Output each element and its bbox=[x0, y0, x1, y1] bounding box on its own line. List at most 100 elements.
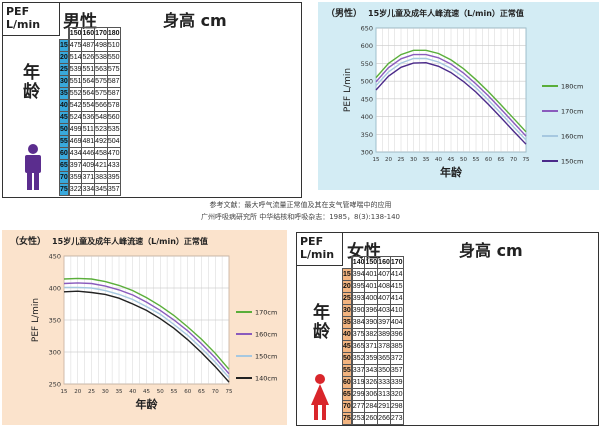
male-value-cell: 359 bbox=[68, 171, 83, 184]
series-line-170cm bbox=[375, 53, 527, 137]
female-corner-cell: PEF L/min bbox=[297, 233, 343, 266]
y-tick-label: 550 bbox=[361, 60, 373, 68]
male-value-cell: 481 bbox=[81, 135, 96, 148]
female-height-header-cell: 140 bbox=[351, 256, 366, 269]
male-value-cell: 551 bbox=[81, 63, 96, 76]
male-value-cell: 395 bbox=[106, 171, 121, 184]
male-table-row: 25 539 551 563 575 bbox=[59, 63, 121, 76]
male-value-cell: 575 bbox=[94, 75, 108, 88]
male-corner-bottom: L/min bbox=[6, 18, 41, 31]
female-age-cell: 40 bbox=[342, 328, 352, 341]
male-value-cell: 470 bbox=[106, 147, 121, 160]
female-value-cell: 299 bbox=[351, 388, 366, 401]
female-value-cell: 313 bbox=[377, 388, 391, 401]
x-tick-label: 30 bbox=[102, 389, 109, 395]
y-tick-label: 250 bbox=[49, 381, 61, 389]
x-tick-label: 20 bbox=[385, 157, 392, 163]
female-value-cell: 397 bbox=[377, 316, 391, 329]
female-value-cell: 378 bbox=[377, 340, 391, 353]
male-table-row: 40 542 554 566 578 bbox=[59, 99, 121, 112]
male-value-cell: 334 bbox=[81, 183, 96, 196]
female-age-cell: 45 bbox=[342, 340, 352, 353]
male-value-cell: 345 bbox=[94, 183, 108, 196]
male-value-cell: 551 bbox=[68, 75, 83, 88]
series-line-160cm bbox=[63, 282, 230, 375]
male-value-cell: 554 bbox=[81, 99, 96, 112]
female-value-cell: 400 bbox=[364, 292, 379, 305]
female-value-cell: 298 bbox=[389, 400, 404, 413]
male-value-cell: 510 bbox=[106, 39, 121, 52]
series-line-180cm bbox=[375, 49, 527, 133]
female-value-cell: 306 bbox=[364, 388, 379, 401]
y-tick-label: 300 bbox=[49, 349, 61, 357]
male-table-row: 70 359 371 383 395 bbox=[59, 171, 121, 184]
male-value-cell: 499 bbox=[68, 123, 83, 136]
x-tick-label: 60 bbox=[485, 157, 492, 163]
x-tick-label: 55 bbox=[171, 389, 178, 395]
female-value-cell: 414 bbox=[389, 292, 404, 305]
female-age-cell: 25 bbox=[342, 292, 352, 305]
x-tick-label: 15 bbox=[61, 389, 68, 395]
male-table-row: 20 514 526 538 550 bbox=[59, 51, 121, 64]
male-table-row: 65 397 409 421 433 bbox=[59, 159, 121, 172]
female-table-row: 50 352 359 365 372 bbox=[342, 352, 404, 365]
male-table-row: 60 434 446 458 470 bbox=[59, 147, 121, 160]
male-value-cell: 539 bbox=[68, 63, 83, 76]
male-value-cell: 514 bbox=[68, 51, 83, 64]
female-value-cell: 365 bbox=[351, 340, 366, 353]
x-tick-label: 35 bbox=[423, 157, 430, 163]
male-value-cell: 535 bbox=[106, 123, 121, 136]
female-value-cell: 357 bbox=[389, 364, 404, 377]
female-value-cell: 365 bbox=[377, 352, 391, 365]
x-tick-label: 50 bbox=[460, 157, 467, 163]
female-table-row: 70 277 284 291 298 bbox=[342, 400, 404, 413]
male-age-cell: 25 bbox=[59, 63, 69, 76]
female-value-cell: 372 bbox=[389, 352, 404, 365]
female-value-cell: 359 bbox=[364, 352, 379, 365]
male-value-cell: 523 bbox=[94, 123, 108, 136]
female-table-row: 40 375 382 389 396 bbox=[342, 328, 404, 341]
male-age-cell: 40 bbox=[59, 99, 69, 112]
y-axis-label: PEF L/min bbox=[31, 298, 41, 342]
female-height-header: 身高 cm bbox=[459, 241, 523, 260]
female-age-cell: 65 bbox=[342, 388, 352, 401]
male-age-cell: 20 bbox=[59, 51, 69, 64]
x-tick-label: 60 bbox=[184, 389, 191, 395]
male-value-cell: 469 bbox=[68, 135, 83, 148]
series-line-140cm bbox=[63, 290, 230, 383]
female-table-row: 60 319 326 333 339 bbox=[342, 376, 404, 389]
female-table-row: 55 337 343 350 357 bbox=[342, 364, 404, 377]
male-value-cell: 524 bbox=[68, 111, 83, 124]
x-tick-label: 65 bbox=[498, 157, 505, 163]
x-tick-label: 65 bbox=[198, 389, 205, 395]
male-value-cell: 548 bbox=[94, 111, 108, 124]
male-value-cell: 563 bbox=[94, 63, 108, 76]
x-tick-label: 55 bbox=[473, 157, 480, 163]
female-age-cell: 50 bbox=[342, 352, 352, 365]
x-tick-label: 35 bbox=[116, 389, 123, 395]
female-value-cell: 339 bbox=[389, 376, 404, 389]
male-value-cell: 492 bbox=[94, 135, 108, 148]
series-line-150cm bbox=[64, 286, 230, 379]
x-tick-label: 50 bbox=[157, 389, 164, 395]
male-value-cell: 526 bbox=[81, 51, 96, 64]
chart-title: 15岁儿童及成年人峰流速（L/min）正常值 bbox=[52, 236, 208, 246]
male-data-table: 150 160 170 180 15 475 487 498 510 20 514 526 538 550… bbox=[59, 27, 121, 196]
y-tick-label: 350 bbox=[361, 131, 373, 139]
male-corner-top: PEF bbox=[6, 5, 30, 18]
male-value-cell: 536 bbox=[81, 111, 96, 124]
male-value-cell: 575 bbox=[94, 87, 108, 100]
female-age-cell: 35 bbox=[342, 316, 352, 329]
male-value-cell: 409 bbox=[81, 159, 96, 172]
male-value-cell: 433 bbox=[106, 159, 121, 172]
female-value-cell: 415 bbox=[389, 280, 404, 293]
female-table-panel: PEF L/min 女性 身高 cm 年龄 140 150 160 170 15 394 4… bbox=[296, 232, 599, 426]
female-height-header-cell: 160 bbox=[377, 256, 391, 269]
female-value-cell: 350 bbox=[377, 364, 391, 377]
female-value-cell: 253 bbox=[351, 412, 366, 425]
male-value-cell: 504 bbox=[106, 135, 121, 148]
female-age-cell: 20 bbox=[342, 280, 352, 293]
male-value-cell: 587 bbox=[106, 75, 121, 88]
male-row-spacer bbox=[67, 183, 70, 196]
x-tick-label: 30 bbox=[410, 157, 417, 163]
